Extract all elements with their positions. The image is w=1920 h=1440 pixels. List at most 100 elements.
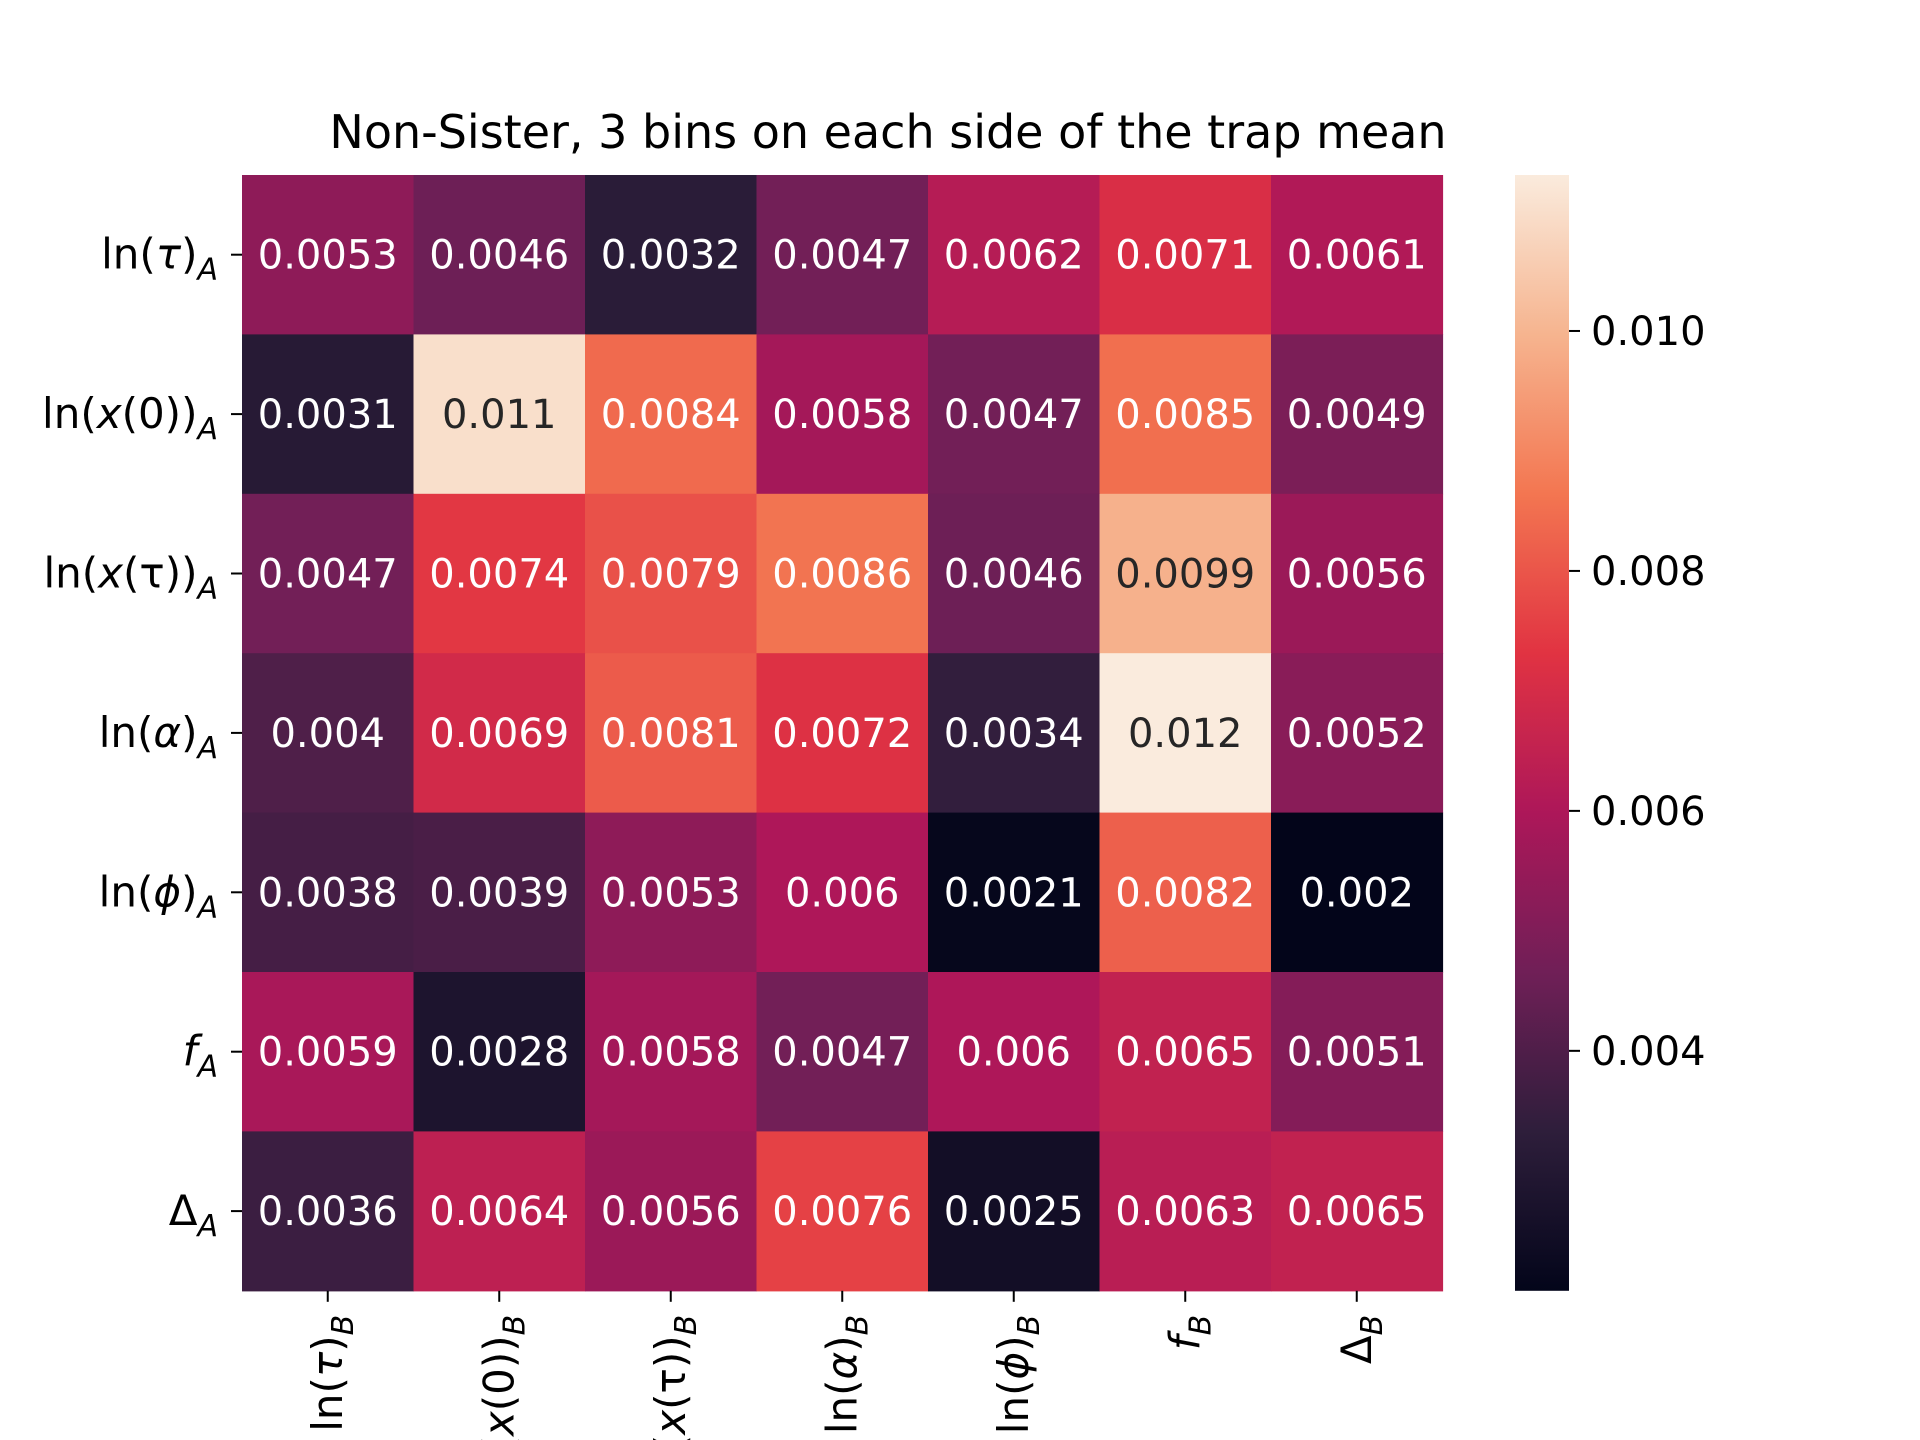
column-tick-label: ln(α)B <box>817 1315 875 1434</box>
cell-value-label: 0.0028 <box>429 1030 569 1076</box>
column-tick-label: ln(x(0))B <box>474 1315 532 1440</box>
cell-value-label: 0.0046 <box>944 552 1084 598</box>
heatmap-cell <box>928 493 1101 654</box>
heatmap-cell <box>242 493 415 654</box>
heatmap-cell <box>242 334 415 495</box>
heatmap-cell <box>585 812 758 973</box>
heatmap-cell <box>413 493 586 654</box>
cell-value-label: 0.0046 <box>429 233 569 279</box>
heatmap-cell <box>1099 972 1272 1132</box>
heatmap-cell <box>928 972 1101 1132</box>
cell-value-label: 0.0038 <box>258 870 398 916</box>
cell-value-label: 0.0059 <box>258 1030 398 1076</box>
column-tick-label: ln(τ)B <box>303 1315 361 1432</box>
cell-value-label: 0.0063 <box>1115 1189 1255 1235</box>
colorbar-tick-label: 0.008 <box>1591 549 1706 595</box>
heatmap-cell <box>1271 1131 1444 1292</box>
heatmap-cells: 0.0053 0.0046 0.0032 0.0047 0.0062 0.0071 0.00… <box>242 175 1444 1292</box>
heatmap-cell <box>1271 653 1444 814</box>
cell-value-label: 0.0053 <box>258 233 398 279</box>
cell-value-label: 0.0053 <box>601 870 741 916</box>
colorbar-tick-label: 0.006 <box>1591 789 1706 835</box>
cell-value-label: 0.0047 <box>258 552 398 598</box>
cell-value-label: 0.0062 <box>944 233 1084 279</box>
cell-value-label: 0.0086 <box>772 552 912 598</box>
cell-value-label: 0.004 <box>270 711 385 757</box>
heatmap-cell <box>756 334 929 495</box>
heatmap-cell <box>585 175 758 335</box>
heatmap-cell <box>1099 493 1272 654</box>
row-tick-label: ln(τ)A <box>101 230 218 288</box>
colorbar-tick-label: 0.010 <box>1591 309 1706 355</box>
heatmap-cell <box>413 812 586 973</box>
heatmap-cell <box>413 334 586 495</box>
row-tick-label: ln(x(0))A <box>42 389 218 447</box>
row-tick-labels: ln(τ)A ln(x(0))A ln(x(τ))A ln(α)A ln(ϕ)A fA ΔA <box>42 230 242 1244</box>
row-tick-label: ln(α)A <box>99 708 218 766</box>
cell-value-label: 0.0082 <box>1115 870 1255 916</box>
heatmap-cell <box>928 334 1101 495</box>
row-tick-label: ln(ϕ)A <box>99 867 218 925</box>
heatmap-cell <box>242 972 415 1132</box>
cell-value-label: 0.0032 <box>601 233 741 279</box>
cell-value-label: 0.0058 <box>601 1030 741 1076</box>
cell-value-label: 0.012 <box>1128 711 1243 757</box>
cell-value-label: 0.0069 <box>429 711 569 757</box>
cell-value-label: 0.0021 <box>944 870 1084 916</box>
heatmap-cell <box>585 653 758 814</box>
column-tick-labels: ln(τ)B ln(x(0))B ln(x(τ))B ln(α)B ln(ϕ)B fB ΔB <box>303 1290 1390 1440</box>
cell-value-label: 0.0047 <box>944 392 1084 438</box>
heatmap-cell <box>413 1131 586 1292</box>
cell-value-label: 0.0052 <box>1287 711 1427 757</box>
heatmap-cell <box>756 812 929 973</box>
heatmap-cell <box>585 334 758 495</box>
cell-value-label: 0.0036 <box>258 1189 398 1235</box>
heatmap-cell <box>756 972 929 1132</box>
heatmap-cell <box>585 493 758 654</box>
cell-value-label: 0.006 <box>785 870 900 916</box>
heatmap-cell <box>1099 653 1272 814</box>
cell-value-label: 0.002 <box>1299 870 1414 916</box>
cell-value-label: 0.0025 <box>944 1189 1084 1235</box>
cell-value-label: 0.006 <box>956 1030 1071 1076</box>
heatmap-cell <box>928 812 1101 973</box>
cell-value-label: 0.0084 <box>601 392 741 438</box>
heatmap-cell <box>1271 972 1444 1132</box>
heatmap-cell <box>1099 812 1272 973</box>
heatmap-cell <box>1099 334 1272 495</box>
heatmap-cell <box>413 653 586 814</box>
cell-value-label: 0.0056 <box>601 1189 741 1235</box>
heatmap-cell <box>1099 1131 1272 1292</box>
cell-value-label: 0.0099 <box>1115 552 1255 598</box>
cell-value-label: 0.0056 <box>1287 552 1427 598</box>
cell-value-label: 0.0065 <box>1287 1189 1427 1235</box>
heatmap-cell <box>242 1131 415 1292</box>
cell-value-label: 0.0072 <box>772 711 912 757</box>
cell-value-label: 0.0047 <box>772 1030 912 1076</box>
heatmap-cell <box>928 653 1101 814</box>
colorbar-gradient <box>1515 175 1569 1291</box>
cell-value-label: 0.0079 <box>601 552 741 598</box>
chart-title: Non-Sister, 3 bins on each side of the t… <box>329 105 1446 159</box>
cell-value-label: 0.0047 <box>772 233 912 279</box>
cell-value-label: 0.0034 <box>944 711 1084 757</box>
heatmap-cell <box>1271 175 1444 335</box>
column-tick-label: ln(ϕ)B <box>989 1315 1047 1434</box>
row-tick-label: ln(x(τ))A <box>43 549 218 607</box>
heatmap-cell <box>756 653 929 814</box>
cell-value-label: 0.0065 <box>1115 1030 1255 1076</box>
cell-value-label: 0.0085 <box>1115 392 1255 438</box>
cell-value-label: 0.0031 <box>258 392 398 438</box>
heatmap-cell <box>242 175 415 335</box>
cell-value-label: 0.0051 <box>1287 1030 1427 1076</box>
heatmap-cell <box>1271 334 1444 495</box>
cell-value-label: 0.0074 <box>429 552 569 598</box>
heatmap-cell <box>1271 493 1444 654</box>
cell-value-label: 0.011 <box>442 392 557 438</box>
heatmap-cell <box>413 175 586 335</box>
colorbar-tick-label: 0.004 <box>1591 1029 1706 1075</box>
row-tick-label: ΔA <box>169 1186 218 1244</box>
cell-value-label: 0.0076 <box>772 1189 912 1235</box>
